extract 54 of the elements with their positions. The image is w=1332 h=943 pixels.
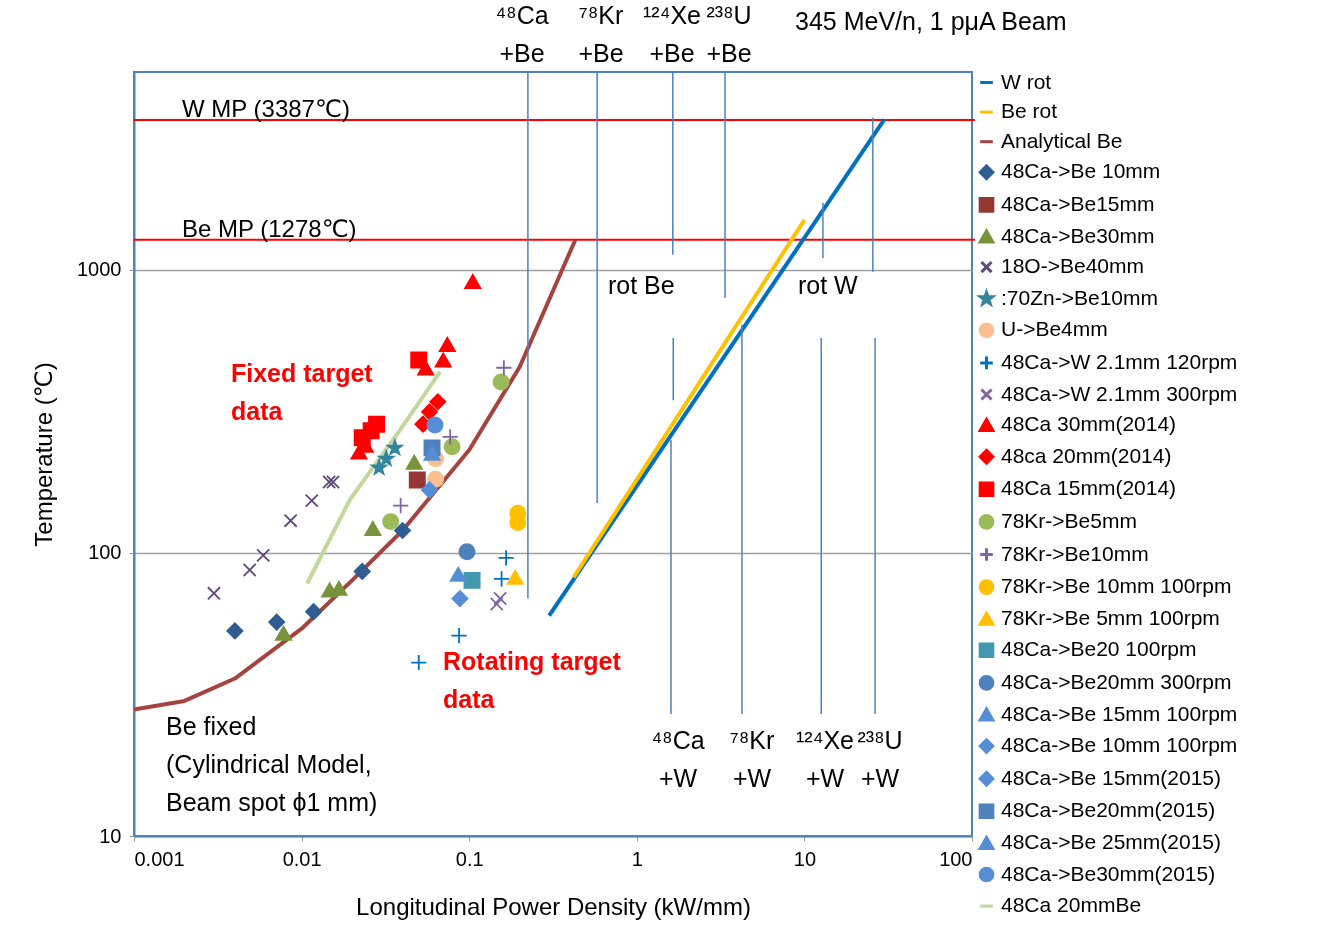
annotation: Be fixed (Cylindrical Model, Beam spot ϕ1 mm) <box>166 712 378 816</box>
legend-label: 48Ca 20mmBe <box>1001 893 1142 917</box>
annotation: ¹²⁴Xe +W <box>796 726 854 792</box>
legend-label: 48Ca->Be20mm 300rpm <box>1001 669 1232 693</box>
legend-label: 48Ca->W 2.1mm 120rpm <box>1001 349 1238 373</box>
legend-label: :70Zn->Be10mm <box>1001 285 1158 309</box>
annotation: rot W <box>798 271 859 299</box>
legend-label: Analytical Be <box>1001 128 1123 152</box>
legend-label: 48Ca->Be 10mm 100rpm <box>1001 733 1238 757</box>
legend-label: W rot <box>1001 69 1052 93</box>
text: ¹²⁴Xe +Be <box>643 1 701 67</box>
legend-label: 78Kr->Be 5mm 100rpm <box>1001 605 1220 629</box>
x-tick-label: 0.1 <box>455 847 484 870</box>
legend-label: 48Ca->Be30mm(2015) <box>1001 861 1216 885</box>
legend-label: 48Ca->Be15mm <box>1001 191 1155 215</box>
text: 345 MeV/n, 1 pμA Beam <box>795 7 1067 35</box>
legend-label: Be rot <box>1001 99 1058 123</box>
annotation: ²³⁸U +W <box>857 726 903 792</box>
x-tick-label: 10 <box>793 847 817 870</box>
legend-label: 48Ca->Be 25mm(2015) <box>1001 829 1222 853</box>
annotation: rot Be <box>608 271 675 299</box>
ref-line-label: Be MP (1278℃) <box>182 214 357 242</box>
y-tick-label: 10 <box>99 824 122 847</box>
text: ²³⁸U +Be <box>706 1 752 67</box>
annotation: ⁴⁸Ca +W <box>651 726 705 792</box>
ref-line-label: W MP (3387℃) <box>182 94 350 122</box>
x-axis-title: Longitudinal Power Density (kW/mm) <box>356 892 751 920</box>
legend-label: 48Ca 15mm(2014) <box>1001 476 1177 500</box>
legend-label: 48Ca->Be 15mm 100rpm <box>1001 701 1238 725</box>
x-tick-label: 100 <box>939 847 973 870</box>
legend-label: 48Ca->Be 10mm <box>1001 159 1161 183</box>
legend-label: U->Be4mm <box>1001 317 1108 341</box>
legend-label: 48Ca->Be30mm <box>1001 223 1155 247</box>
annotation: Fixed target data <box>231 359 374 425</box>
text: ⁷⁸Kr +Be <box>578 1 624 67</box>
x-tick-label: 0.001 <box>134 847 185 870</box>
x-tick-label: 1 <box>631 847 643 870</box>
y-axis-title: Temperature (℃) <box>30 362 58 547</box>
legend-label: 48ca 20mm(2014) <box>1001 443 1172 467</box>
x-tick-label: 0.01 <box>282 847 322 870</box>
annotation: ⁷⁸Kr +W <box>729 726 775 792</box>
legend-label: 48Ca->Be20mm(2015) <box>1001 798 1216 822</box>
text: ⁴⁸Ca +Be <box>495 1 549 67</box>
legend-label: 48Ca->Be20 100rpm <box>1001 637 1197 661</box>
legend-label: 48Ca->W 2.1mm 300rpm <box>1001 381 1238 405</box>
legend-label: 48Ca 30mm(2014) <box>1001 412 1177 436</box>
y-tick-label: 1000 <box>77 258 122 281</box>
legend-label: 78Kr->Be5mm <box>1001 508 1137 532</box>
annotation: Rotating target data <box>443 647 622 713</box>
legend-label: 18O->Be40mm <box>1001 254 1144 278</box>
legend-label: 48Ca->Be 15mm(2015) <box>1001 765 1222 789</box>
y-tick-label: 100 <box>88 541 122 564</box>
legend-label: 78Kr->Be 10mm 100rpm <box>1001 574 1232 598</box>
legend-label: 78Kr->Be10mm <box>1001 541 1149 565</box>
